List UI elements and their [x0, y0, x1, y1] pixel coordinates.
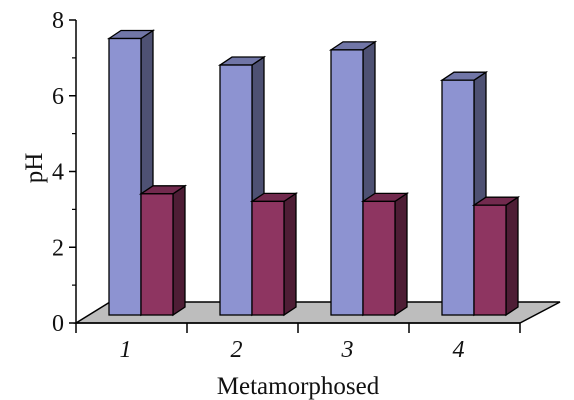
bar-front [219, 64, 253, 316]
y-axis-ticks: 0 2 4 6 8 [52, 8, 76, 337]
x-axis-title: Metamorphosed [217, 373, 380, 400]
bar-s1-4 [471, 195, 521, 317]
y-tick-label: 6 [52, 84, 64, 110]
bar-front [108, 37, 142, 316]
bar-side [505, 195, 519, 317]
x-tick-label: 1 [120, 337, 132, 363]
y-tick-label: 4 [52, 160, 64, 186]
bar-front [330, 49, 364, 316]
y-tick-label: 8 [52, 8, 64, 34]
bars [106, 29, 521, 317]
bar-front [362, 200, 396, 316]
x-tick-label: 3 [341, 337, 354, 363]
bar-s1-3 [360, 192, 410, 317]
bar-front [473, 204, 507, 316]
y-tick-label: 0 [52, 311, 64, 337]
bar-s1-2 [249, 192, 299, 317]
bar-front [251, 200, 285, 316]
bar-s1-1 [138, 184, 188, 317]
x-axis-ticks: 1 2 3 4 [75, 323, 521, 363]
x-tick-label: 4 [453, 337, 465, 363]
bar-side [172, 184, 186, 317]
bar-side [394, 192, 408, 317]
x-tick-label: 2 [231, 337, 243, 363]
y-axis-title: pH [21, 153, 48, 184]
bar-side [283, 192, 297, 317]
y-tick-label: 2 [52, 235, 64, 261]
bar-front [441, 79, 475, 316]
bar-front [140, 193, 174, 316]
